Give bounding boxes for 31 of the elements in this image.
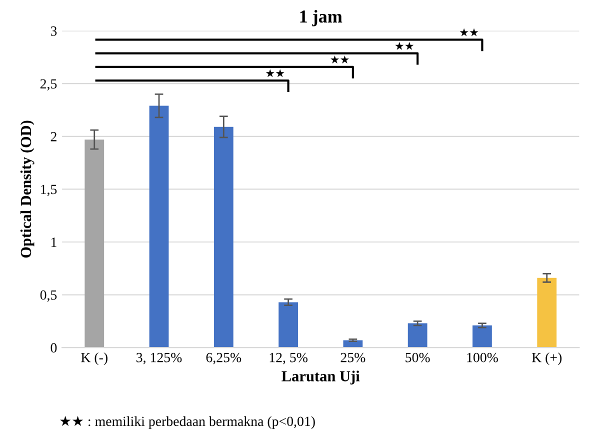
y-tick-label: 3 [50,26,57,36]
x-tick-label: 12, 5% [270,352,308,364]
x-tick-label: 50% [406,352,430,362]
annotation: ★★ [460,28,478,36]
annotation: ★★ [395,42,414,50]
text: ★★ : memiliki perbedaan bermakna (p<0,01) [60,416,315,429]
y-axis-title: Optical Density (OD) [20,120,34,258]
x-tick-label: 6,25% [206,352,242,364]
x-tick-label: K (+) [532,352,562,366]
x-tick-label: 25% [340,352,366,362]
y-tick-label: 0 [50,343,57,353]
bar [214,126,234,348]
bar [537,278,557,348]
bar [149,106,169,348]
x-tick-label: K (-) [81,352,108,366]
bar [278,302,298,348]
x-axis-title: Larutan Uji [282,370,360,384]
y-tick-label: 0,5 [40,290,57,302]
y-tick-label: 2,5 [40,79,57,91]
bar [408,323,428,348]
bar [84,140,104,348]
bar [343,340,363,348]
bar [472,325,492,348]
x-tick-label: 100% [467,352,498,362]
annotation: ★★ [330,55,349,64]
x-tick-label: 3, 125% [136,352,182,364]
chart-title: 1 jam [300,10,342,26]
y-tick-label: 1 [51,238,56,247]
annotation: ★★ [266,69,284,78]
y-tick-label: 2 [50,132,56,142]
y-tick-label: 1,5 [41,184,57,196]
